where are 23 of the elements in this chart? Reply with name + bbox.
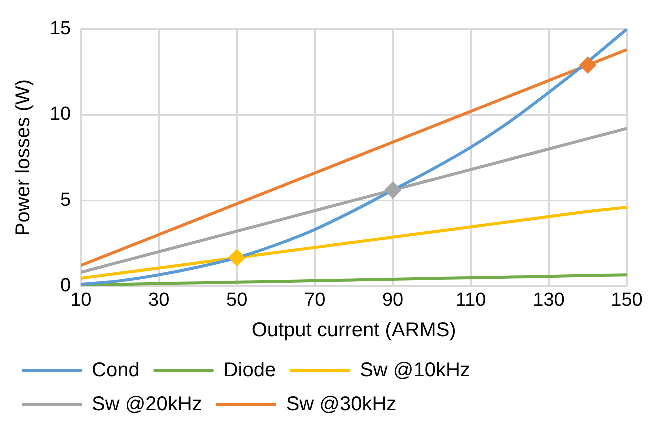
y-tick-label: 0	[60, 275, 72, 296]
point	[384, 182, 402, 199]
x-tick-label: 90	[382, 290, 404, 311]
x-tick-label: 150	[611, 290, 643, 311]
y-tick-label: 10	[50, 104, 72, 126]
x-tick-label: 70	[304, 290, 326, 311]
legend-label: Cond	[92, 360, 140, 382]
y-tick-label: 5	[60, 190, 72, 211]
line-series	[81, 206, 627, 280]
line-series	[81, 127, 627, 274]
y-tick-label: 15	[50, 18, 72, 40]
x-axis-title: Output current (ARMS)	[252, 320, 456, 342]
point	[228, 249, 246, 266]
y-axis-title: Power losses (W)	[12, 79, 35, 236]
legend-label: Sw @20kHz	[92, 394, 202, 416]
legend-label: Sw @30kHz	[286, 394, 397, 416]
legend-label: Sw @10kHz	[360, 360, 470, 382]
point	[580, 56, 597, 74]
x-tick-label: 130	[533, 290, 565, 311]
x-tick-label: 30	[148, 290, 170, 311]
legend-label: Diode	[224, 360, 276, 382]
x-tick-label: 110	[456, 290, 486, 311]
x-tick-label: 50	[226, 290, 248, 311]
